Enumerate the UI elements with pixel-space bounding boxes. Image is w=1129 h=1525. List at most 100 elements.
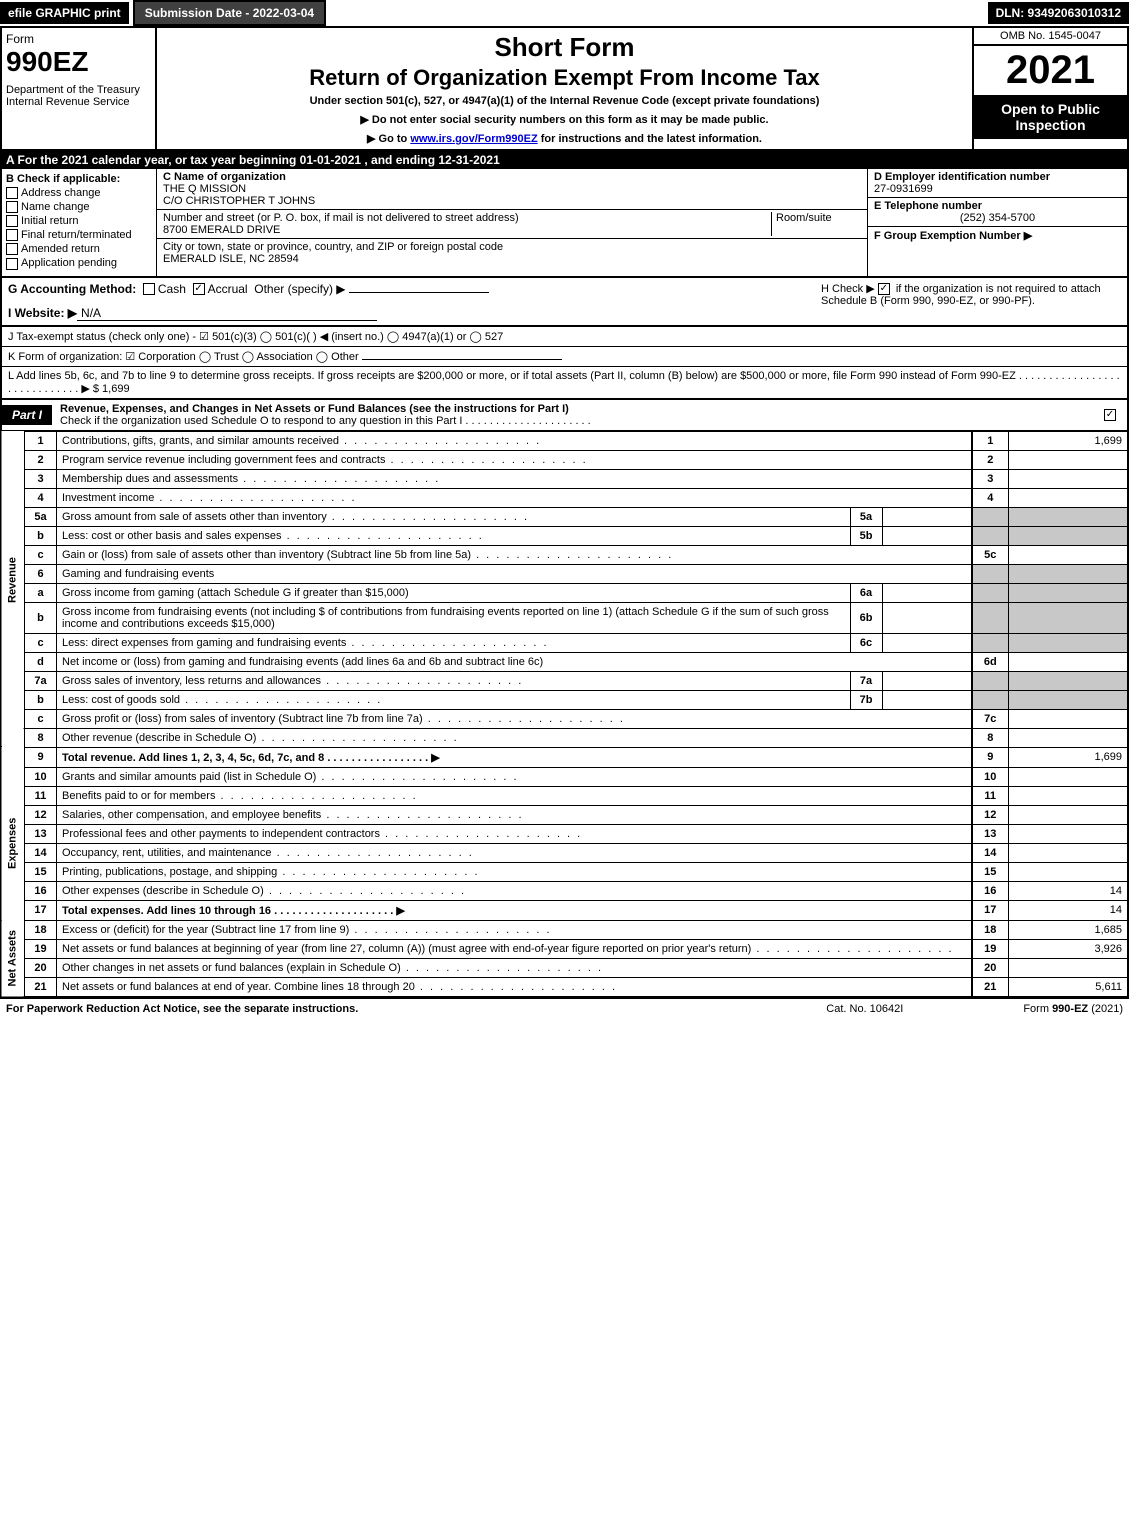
line-value: [1008, 767, 1128, 786]
line-l: L Add lines 5b, 6c, and 7b to line 9 to …: [0, 367, 1129, 400]
city-value: EMERALD ISLE, NC 28594: [163, 253, 861, 265]
line-value: [1008, 824, 1128, 843]
line-num: b: [25, 690, 57, 709]
line-text: Less: cost of goods sold: [57, 690, 851, 709]
line-ref: 9: [972, 747, 1008, 767]
street-row: Number and street (or P. O. box, if mail…: [157, 210, 867, 239]
line-text: Other changes in net assets or fund bala…: [57, 958, 973, 977]
grey-cell: [1008, 526, 1128, 545]
line-value: 1,699: [1008, 431, 1128, 450]
line-text: Benefits paid to or for members: [57, 786, 973, 805]
line-num: 2: [25, 450, 57, 469]
grey-cell: [972, 671, 1008, 690]
header-center: Short Form Return of Organization Exempt…: [157, 28, 972, 149]
line-text: Printing, publications, postage, and shi…: [57, 862, 973, 881]
line-num: 6: [25, 564, 57, 583]
part-i-header: Part I Revenue, Expenses, and Changes in…: [0, 400, 1129, 431]
inner-num: 7a: [850, 671, 882, 690]
grey-cell: [972, 583, 1008, 602]
line-value: [1008, 805, 1128, 824]
line-ref: 11: [972, 786, 1008, 805]
line-num: 7a: [25, 671, 57, 690]
inner-num: 5a: [850, 507, 882, 526]
b-amended[interactable]: Amended return: [6, 243, 152, 255]
line-h: H Check ▶ ✓ if the organization is not r…: [821, 282, 1121, 321]
line-value: 1,685: [1008, 920, 1128, 939]
column-d-e-f: D Employer identification number 27-0931…: [867, 169, 1127, 276]
line-text: Gross profit or (loss) from sales of inv…: [57, 709, 973, 728]
part-i-subtitle: Check if the organization used Schedule …: [60, 415, 591, 427]
line-ref: 12: [972, 805, 1008, 824]
bullet-goto: ▶ Go to www.irs.gov/Form990EZ for instru…: [165, 132, 964, 145]
grey-cell: [1008, 583, 1128, 602]
top-bar: efile GRAPHIC print Submission Date - 20…: [0, 0, 1129, 28]
revenue-sideband: Revenue: [1, 431, 25, 728]
submission-date-btn[interactable]: Submission Date - 2022-03-04: [133, 0, 326, 26]
line-num: 21: [25, 977, 57, 997]
line-ref: 5c: [972, 545, 1008, 564]
cash-label: Cash: [158, 282, 186, 296]
line-value: 3,926: [1008, 939, 1128, 958]
under-section: Under section 501(c), 527, or 4947(a)(1)…: [165, 95, 964, 107]
accrual-label: Accrual: [208, 282, 248, 296]
e-label: E Telephone number: [874, 200, 982, 212]
dept-label: Department of the Treasury Internal Reve…: [6, 84, 151, 108]
line-value: [1008, 958, 1128, 977]
form-number: 990EZ: [6, 46, 151, 78]
expenses-sideband: Expenses: [1, 767, 25, 920]
line-num: 16: [25, 881, 57, 900]
line-ref: 4: [972, 488, 1008, 507]
b-initial[interactable]: Initial return: [6, 215, 152, 227]
part-i-tab: Part I: [2, 405, 52, 425]
line-text: Program service revenue including govern…: [57, 450, 973, 469]
h-pre: H Check ▶: [821, 283, 878, 295]
accrual-check[interactable]: ✓: [193, 283, 205, 295]
dln-label: DLN: 93492063010312: [988, 2, 1129, 24]
b-pending[interactable]: Application pending: [6, 257, 152, 269]
inner-val: [882, 583, 972, 602]
line-ref: 7c: [972, 709, 1008, 728]
phone-row: E Telephone number (252) 354-5700: [868, 198, 1127, 227]
line-text: Net income or (loss) from gaming and fun…: [57, 652, 973, 671]
line-value: [1008, 469, 1128, 488]
irs-link[interactable]: www.irs.gov/Form990EZ: [410, 133, 537, 145]
grey-cell: [1008, 564, 1128, 583]
phone: (252) 354-5700: [874, 212, 1121, 224]
ein: 27-0931699: [874, 183, 1121, 195]
cash-check[interactable]: [143, 283, 155, 295]
line-ref: 1: [972, 431, 1008, 450]
line-value: 1,699: [1008, 747, 1128, 767]
line-num: 20: [25, 958, 57, 977]
b-name-change[interactable]: Name change: [6, 201, 152, 213]
inner-num: 5b: [850, 526, 882, 545]
line-a: A For the 2021 calendar year, or tax yea…: [0, 151, 1129, 169]
line-num: b: [25, 602, 57, 633]
line-num: c: [25, 545, 57, 564]
line-text: Less: direct expenses from gaming and fu…: [57, 633, 851, 652]
b-final[interactable]: Final return/terminated: [6, 229, 152, 241]
spacer: [1, 728, 25, 747]
part-i-check[interactable]: ✓: [1096, 405, 1127, 425]
efile-label: efile GRAPHIC print: [0, 2, 129, 24]
line-value: [1008, 488, 1128, 507]
street-value: 8700 EMERALD DRIVE: [163, 224, 771, 236]
b-addr-change[interactable]: Address change: [6, 187, 152, 199]
line-k: K Form of organization: ☑ Corporation ◯ …: [0, 347, 1129, 367]
line-text: Less: cost or other basis and sales expe…: [57, 526, 851, 545]
b-title: B Check if applicable:: [6, 173, 152, 185]
line-text: Gross income from fundraising events (no…: [57, 602, 851, 633]
form-ref: Form 990-EZ (2021): [1023, 1003, 1123, 1015]
spacer: [1, 747, 25, 767]
line-ref: 2: [972, 450, 1008, 469]
page-footer: For Paperwork Reduction Act Notice, see …: [0, 998, 1129, 1019]
line-value: [1008, 862, 1128, 881]
grey-cell: [972, 602, 1008, 633]
other-input[interactable]: [349, 292, 489, 293]
return-title: Return of Organization Exempt From Incom…: [165, 65, 964, 91]
h-check[interactable]: ✓: [878, 283, 890, 295]
org-careof: C/O CHRISTOPHER T JOHNS: [163, 195, 861, 207]
room-suite-label: Room/suite: [771, 212, 861, 236]
line-num: 4: [25, 488, 57, 507]
line-ref: 21: [972, 977, 1008, 997]
k-other-input[interactable]: [362, 359, 562, 360]
